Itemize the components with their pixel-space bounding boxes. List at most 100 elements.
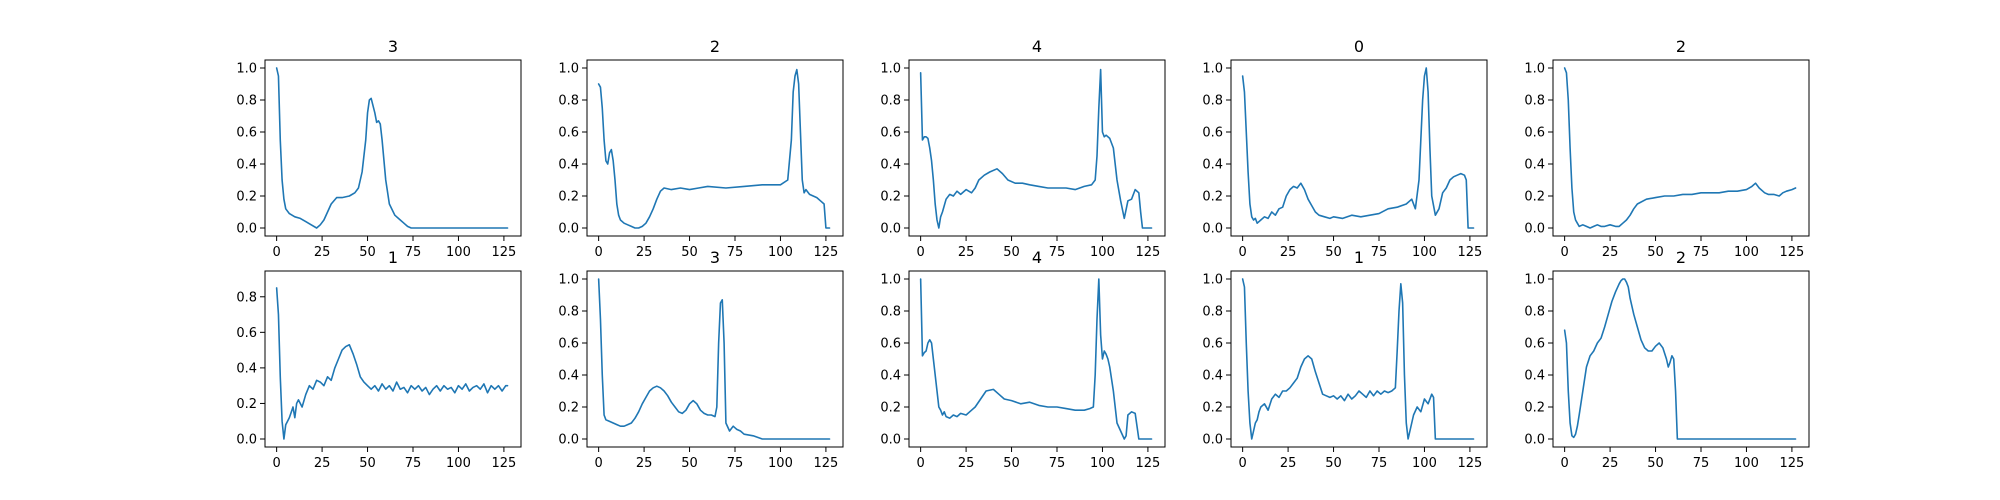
x-tick-label: 25 [314,245,331,260]
y-tick-label: 0.2 [1524,401,1545,416]
y-tick-label: 0.4 [558,369,579,384]
y-tick-label: 0.8 [880,94,901,109]
x-tick-label: 0 [272,456,280,471]
y-tick-label: 0.4 [1202,158,1223,173]
y-tick-label: 0.0 [236,433,257,448]
y-tick-label: 1.0 [1524,273,1545,288]
axes-frame [586,59,844,237]
y-tick-label: 0.4 [1524,369,1545,384]
y-tick-label: 1.0 [1202,62,1223,77]
y-tick-label: 0.4 [236,361,257,376]
y-tick-label: 0.4 [1524,158,1545,173]
axes-frame [908,270,1166,448]
subplot-title: 1 [388,248,398,267]
y-tick-label: 0.0 [1524,222,1545,237]
x-tick-label: 100 [446,456,471,471]
subplot-7: 3 0 25 50 75 100 125 0.0 0.2 0.4 0.6 0.8 1.0 [558,248,844,471]
series-line [597,68,831,229]
x-tick-label: 0 [916,456,924,471]
y-tick-label: 0.6 [880,337,901,352]
x-tick-label: 125 [1779,245,1804,260]
y-tick-label: 0.6 [880,126,901,141]
x-tick-label: 75 [405,245,422,260]
x-tick-label: 50 [1325,456,1342,471]
x-tick-label: 125 [1457,245,1482,260]
subplot-title: 2 [1676,37,1686,56]
series-line [275,67,509,229]
y-tick-label: 0.4 [236,158,257,173]
y-tick-label: 0.6 [1524,126,1545,141]
y-tick-label: 0.2 [880,190,901,205]
subplot-title: 3 [388,37,398,56]
series-line [919,278,1153,440]
y-tick-label: 0.0 [880,433,901,448]
y-tick-label: 0.0 [880,222,901,237]
subplot-title: 4 [1032,248,1042,267]
x-tick-label: 75 [1371,456,1388,471]
x-tick-label: 0 [1560,456,1568,471]
subplot-title: 0 [1354,37,1364,56]
y-tick-label: 0.2 [1524,190,1545,205]
x-tick-label: 100 [1734,456,1759,471]
x-tick-label: 125 [1135,245,1160,260]
axes-frame [586,270,844,448]
x-tick-label: 75 [405,456,422,471]
x-tick-label: 50 [1647,245,1664,260]
x-tick-label: 100 [1412,456,1437,471]
x-tick-label: 0 [1560,245,1568,260]
x-tick-label: 50 [681,456,698,471]
axes-frame [908,59,1166,237]
series-line [1241,67,1475,229]
axes-frame [1552,270,1810,448]
x-tick-label: 50 [1003,456,1020,471]
x-tick-label: 25 [1602,456,1619,471]
y-tick-label: 0.6 [1202,126,1223,141]
x-tick-label: 50 [1003,245,1020,260]
x-tick-label: 50 [359,456,376,471]
subplot-title: 2 [710,37,720,56]
y-tick-label: 1.0 [558,62,579,77]
axes-frame [264,270,522,448]
axes-frame [1230,59,1488,237]
y-tick-label: 0.8 [1202,305,1223,320]
y-tick-label: 1.0 [880,62,901,77]
y-tick-label: 0.0 [558,222,579,237]
y-tick-label: 0.8 [1524,305,1545,320]
y-tick-label: 0.6 [558,337,579,352]
subplot-6: 1 0 25 50 75 100 125 0.0 0.2 0.4 0.6 0.8 [236,248,522,471]
x-tick-label: 50 [1647,456,1664,471]
x-tick-label: 100 [1090,245,1115,260]
y-tick-label: 0.4 [880,158,901,173]
x-tick-label: 25 [1602,245,1619,260]
x-tick-label: 0 [594,456,602,471]
x-tick-label: 25 [1280,456,1297,471]
axes-frame [264,59,522,237]
y-tick-label: 0.6 [1202,337,1223,352]
y-tick-label: 0.4 [558,158,579,173]
x-tick-label: 25 [958,456,975,471]
subplot-5: 2 0 25 50 75 100 125 0.0 0.2 0.4 0.6 0.8 1.0 [1524,37,1810,260]
x-tick-label: 75 [1049,245,1066,260]
y-tick-label: 0.8 [1524,94,1545,109]
y-tick-label: 0.4 [1202,369,1223,384]
y-tick-label: 0.0 [1202,222,1223,237]
subplot-3: 4 0 25 50 75 100 125 0.0 0.2 0.4 0.6 0.8 1.0 [880,37,1166,260]
x-tick-label: 75 [1693,456,1710,471]
y-tick-label: 0.2 [236,397,257,412]
x-tick-label: 100 [1734,245,1759,260]
subplot-1: 3 0 25 50 75 100 125 0.0 0.2 0.4 0.6 0.8 1.0 [236,37,522,260]
x-tick-label: 125 [1457,456,1482,471]
y-tick-label: 0.2 [1202,401,1223,416]
x-tick-label: 75 [727,245,744,260]
y-tick-label: 0.2 [1202,190,1223,205]
axes-frame [1552,59,1810,237]
y-tick-label: 0.2 [558,190,579,205]
y-tick-label: 0.6 [236,326,257,341]
y-tick-label: 0.4 [880,369,901,384]
x-tick-label: 75 [727,456,744,471]
x-tick-label: 75 [1693,245,1710,260]
y-tick-label: 0.2 [558,401,579,416]
subplot-title: 1 [1354,248,1364,267]
y-tick-label: 0.0 [1202,433,1223,448]
